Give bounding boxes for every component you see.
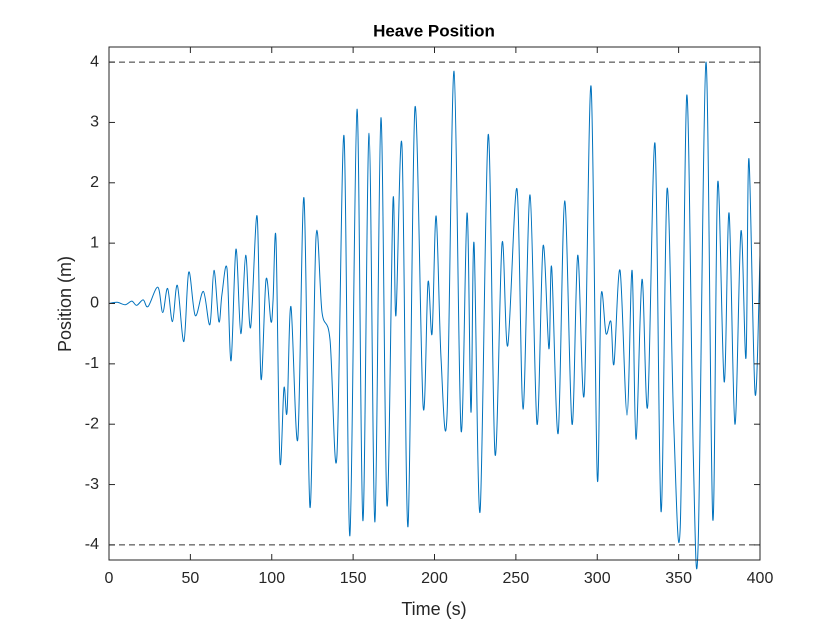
x-axis-label: Time (s) bbox=[401, 599, 466, 619]
y-tick-label: -1 bbox=[85, 355, 99, 372]
x-tick-label: 50 bbox=[181, 570, 199, 587]
y-tick-label: 3 bbox=[90, 114, 99, 131]
chart-title: Heave Position bbox=[373, 21, 495, 40]
y-tick-label: 4 bbox=[90, 53, 99, 70]
x-tick-label: 0 bbox=[105, 570, 114, 587]
x-tick-label: 150 bbox=[340, 570, 367, 587]
y-tick-label: -3 bbox=[85, 476, 99, 493]
y-tick-label: -2 bbox=[85, 415, 99, 432]
y-tick-label: 2 bbox=[90, 174, 99, 191]
y-axis-label: Position (m) bbox=[55, 256, 75, 352]
x-tick-label: 350 bbox=[665, 570, 692, 587]
x-tick-label: 200 bbox=[421, 570, 448, 587]
y-tick-label: -4 bbox=[85, 536, 99, 553]
data-line bbox=[108, 61, 761, 570]
x-tick-label: 300 bbox=[584, 570, 611, 587]
x-tick-label: 250 bbox=[503, 570, 530, 587]
x-tick-label: 100 bbox=[258, 570, 285, 587]
y-tick-label: 1 bbox=[90, 234, 99, 251]
x-tick-label: 400 bbox=[747, 570, 774, 587]
y-tick-label: 0 bbox=[90, 295, 99, 312]
